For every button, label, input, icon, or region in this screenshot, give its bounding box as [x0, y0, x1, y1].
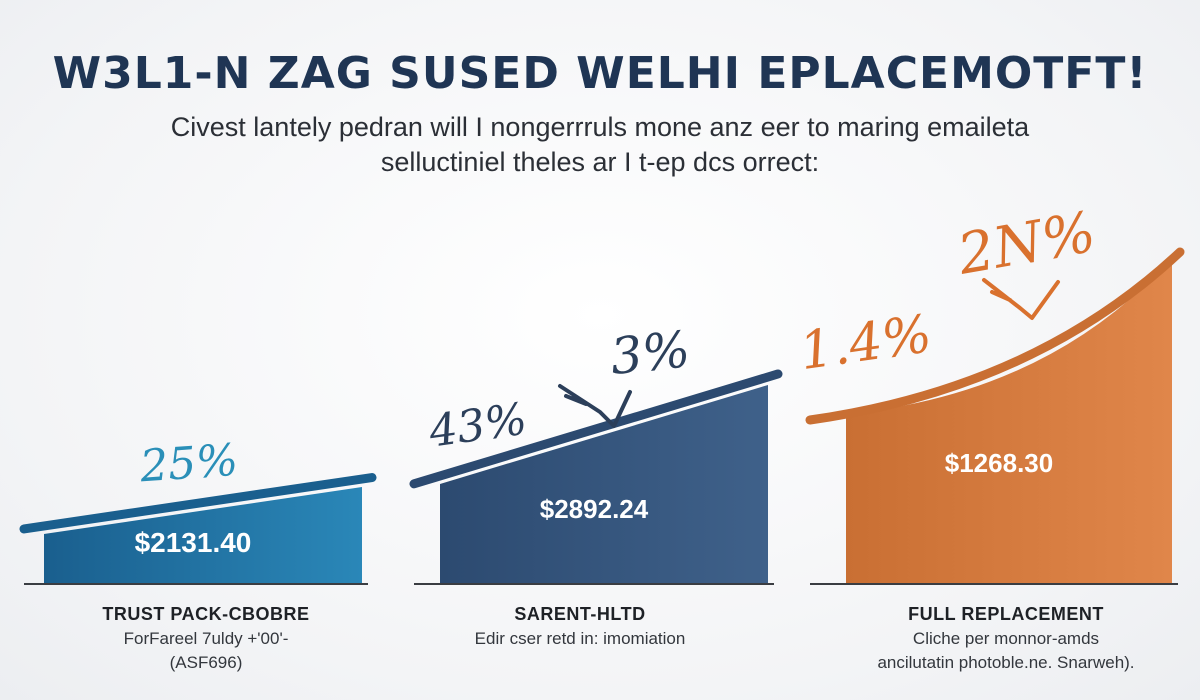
bar-value-label-1: $2131.40 [135, 527, 252, 558]
bar-1 [44, 487, 362, 584]
page-title: W3L1-N ZAG SUSED WELHI EPLACEMOTFT! [52, 48, 1148, 99]
category-3-caption: FULL REPLACEMENT Cliche per monnor-amds … [856, 604, 1156, 673]
category-2-line-1: Edir cser retd in: imomiation [474, 629, 686, 648]
percent-annotation-1-1: 25% [137, 435, 239, 493]
category-1-line-1: ForFareel 7uldy +'00'- [123, 629, 289, 648]
category-3-line-1: Cliche per monnor-amds [912, 629, 1100, 648]
bar-2 [440, 385, 768, 584]
category-1-line-2: (ASF696) [169, 653, 243, 672]
bar-cap-2 [409, 369, 783, 489]
percent-annotation-3-1: 1.4% [796, 304, 935, 382]
category-2-caption: SARENT-HLTD Edir cser retd in: imomiatio… [430, 604, 730, 649]
subtitle-line-1: Civest lantely pedran will I nongerrruls… [170, 112, 1030, 142]
category-3-line-2: ancilutatin photoble.ne. Snarweh). [877, 653, 1135, 672]
category-3-title: FULL REPLACEMENT [908, 604, 1104, 624]
bar-cap-3 [805, 247, 1185, 425]
checkmark-icon-2 [982, 278, 1060, 320]
percent-annotation-2-2: 3% [608, 320, 693, 386]
percent-annotation-2-1: 43% [425, 394, 530, 458]
bar-value-label-2: $2892.24 [540, 494, 649, 524]
subtitle-line-2: selluctiniel theles ar I t-ep dcs orrect… [380, 147, 820, 177]
percent-annotation-3-2: 2N% [952, 200, 1100, 288]
category-1-title: TRUST PACK-CBOBRE [102, 604, 310, 624]
bar-value-label-3: $1268.30 [945, 448, 1053, 478]
bar-cap-1 [19, 473, 377, 534]
category-2-title: SARENT-HLTD [514, 604, 646, 624]
category-1-caption: TRUST PACK-CBOBRE ForFareel 7uldy +'00'-… [56, 604, 356, 673]
checkmark-icon-1 [558, 384, 632, 428]
bar-3 [846, 258, 1172, 584]
